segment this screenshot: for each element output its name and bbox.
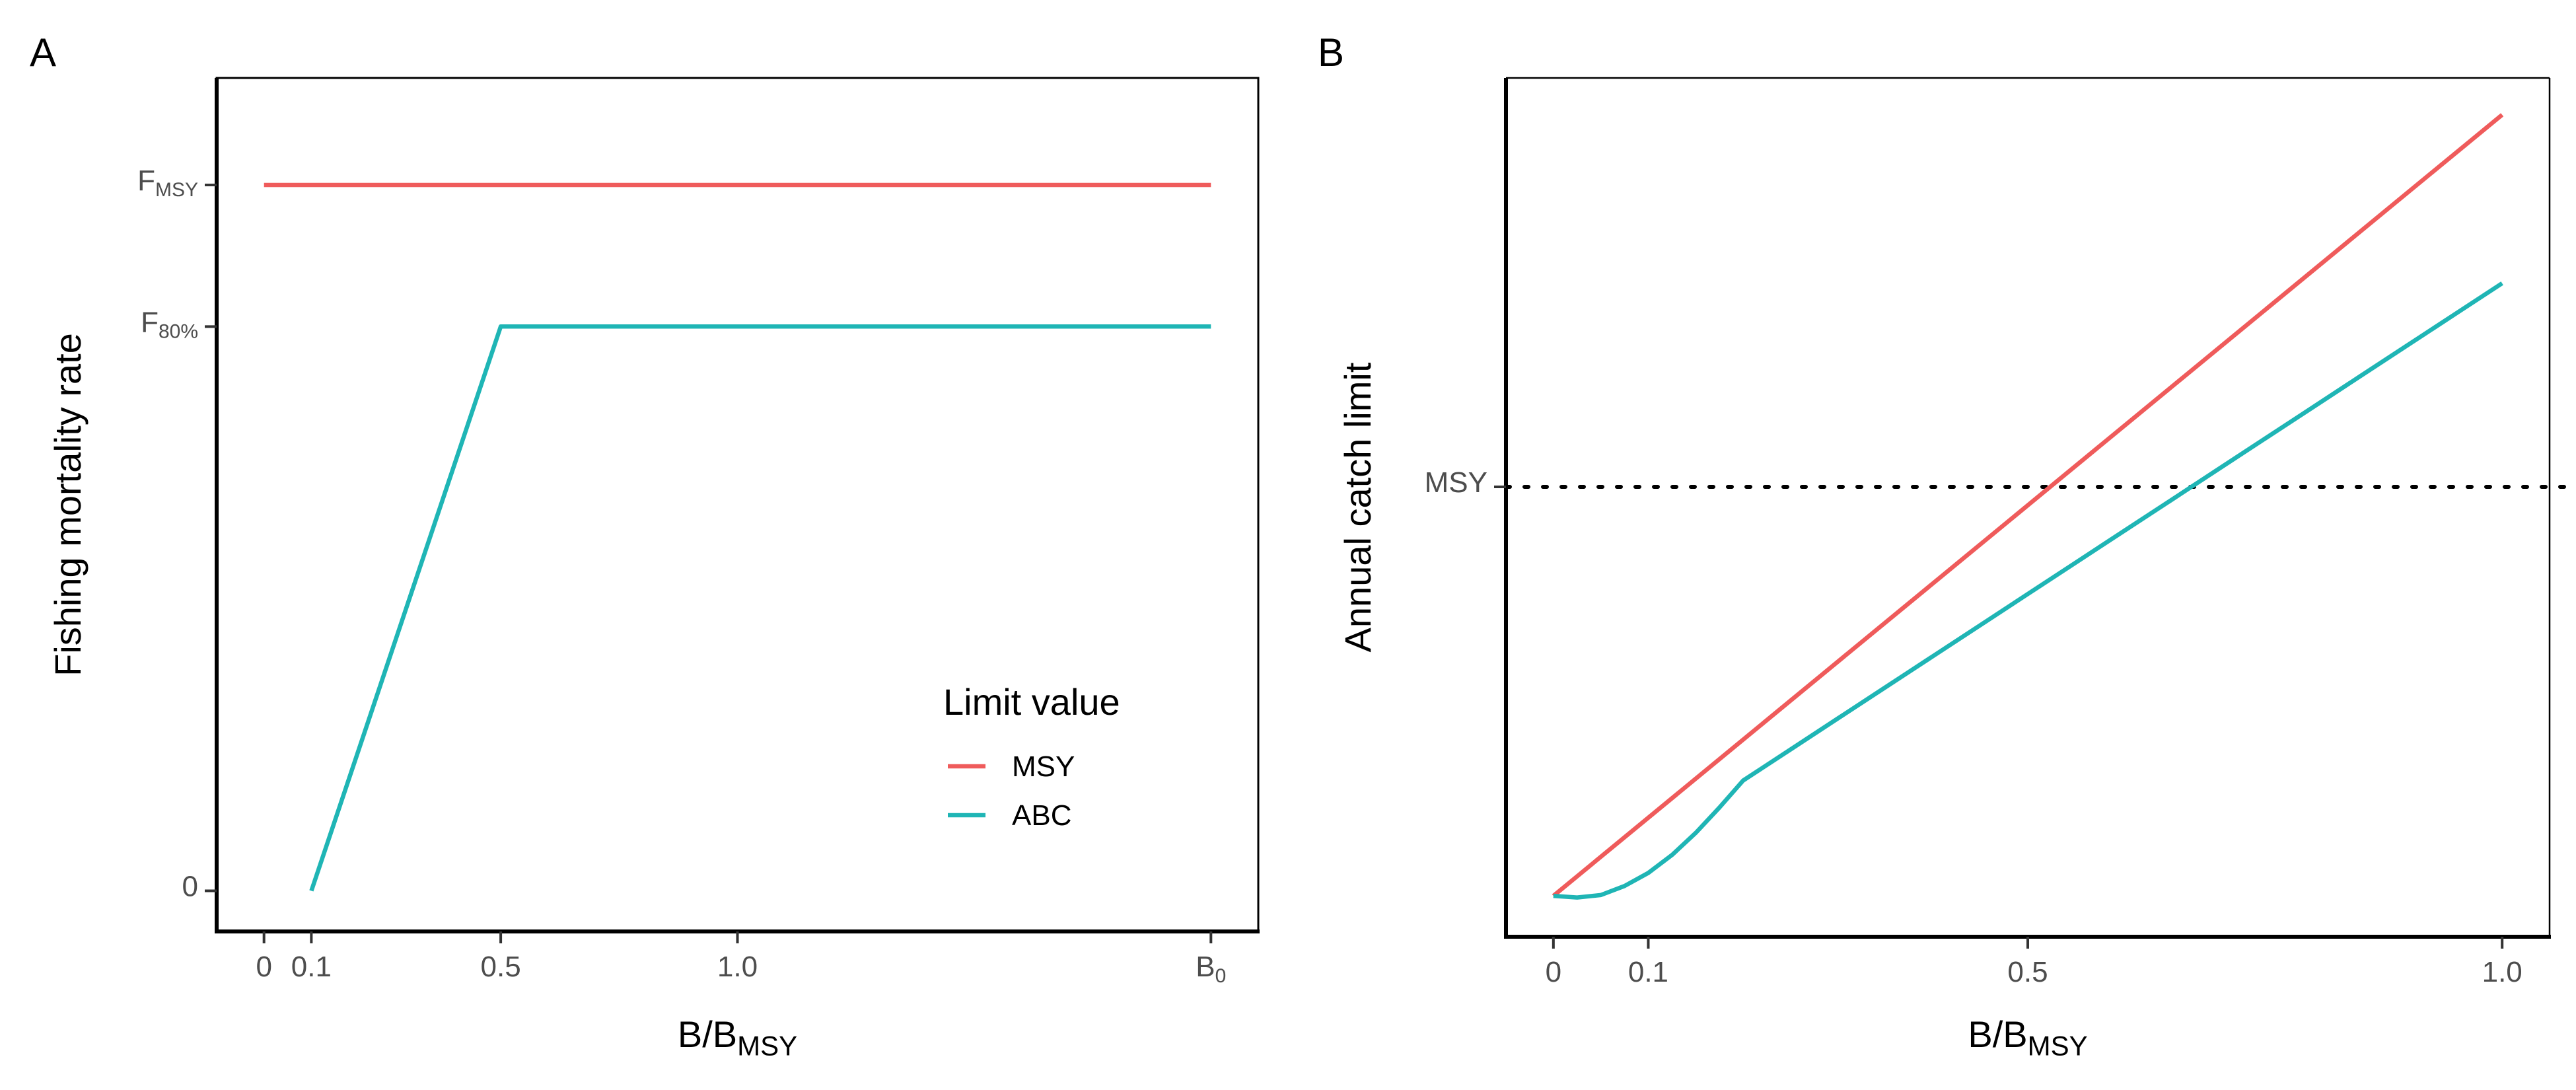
- series-line-abc: [1553, 281, 2503, 900]
- x-tick-label: 0: [1546, 956, 1561, 988]
- y-tick-label: MSY: [1425, 466, 1487, 499]
- y-axis-title: Annual catch limit: [1337, 362, 1378, 652]
- panel-border: [215, 77, 1260, 933]
- x-axis-title: B/BMSY: [678, 1013, 797, 1062]
- legend-label-msy: MSY: [1012, 750, 1075, 783]
- legend-title: Limit value: [943, 681, 1120, 723]
- legend-label-abc: ABC: [1012, 799, 1071, 832]
- y-tick-label: 0: [182, 870, 198, 902]
- x-tick-label: 1.0: [2482, 956, 2522, 988]
- panel-b: B 0 0.1 0.5 1.0 MSY B/BMSY Annual catch limit: [1318, 30, 2576, 1062]
- series-line-msy: [1552, 113, 2504, 898]
- x-tick-label: 0.1: [1628, 956, 1668, 988]
- x-tick-label: B0: [1196, 951, 1226, 987]
- panel-letter: A: [30, 30, 56, 75]
- x-tick-label: 1.0: [717, 951, 758, 983]
- x-tick-label: 0.1: [291, 951, 332, 983]
- x-tick-label: 0: [256, 951, 271, 983]
- panel-a: A 0 0.1 0.5 1.0 B0 0 F80% FMSY B/BMSY Fishing mort…: [30, 30, 1260, 1062]
- y-tick-label: FMSY: [137, 164, 198, 201]
- panel-letter: B: [1318, 30, 1344, 75]
- x-axis-title: B/BMSY: [1968, 1013, 2087, 1062]
- x-tick-label: 0.5: [2007, 956, 2048, 988]
- legend: Limit value MSY ABC: [943, 681, 1120, 832]
- y-tick-label: F80%: [141, 306, 198, 342]
- x-tick-label: 0.5: [481, 951, 521, 983]
- series-line-abc: [309, 324, 1211, 892]
- y-axis-title: Fishing mortality rate: [47, 333, 89, 676]
